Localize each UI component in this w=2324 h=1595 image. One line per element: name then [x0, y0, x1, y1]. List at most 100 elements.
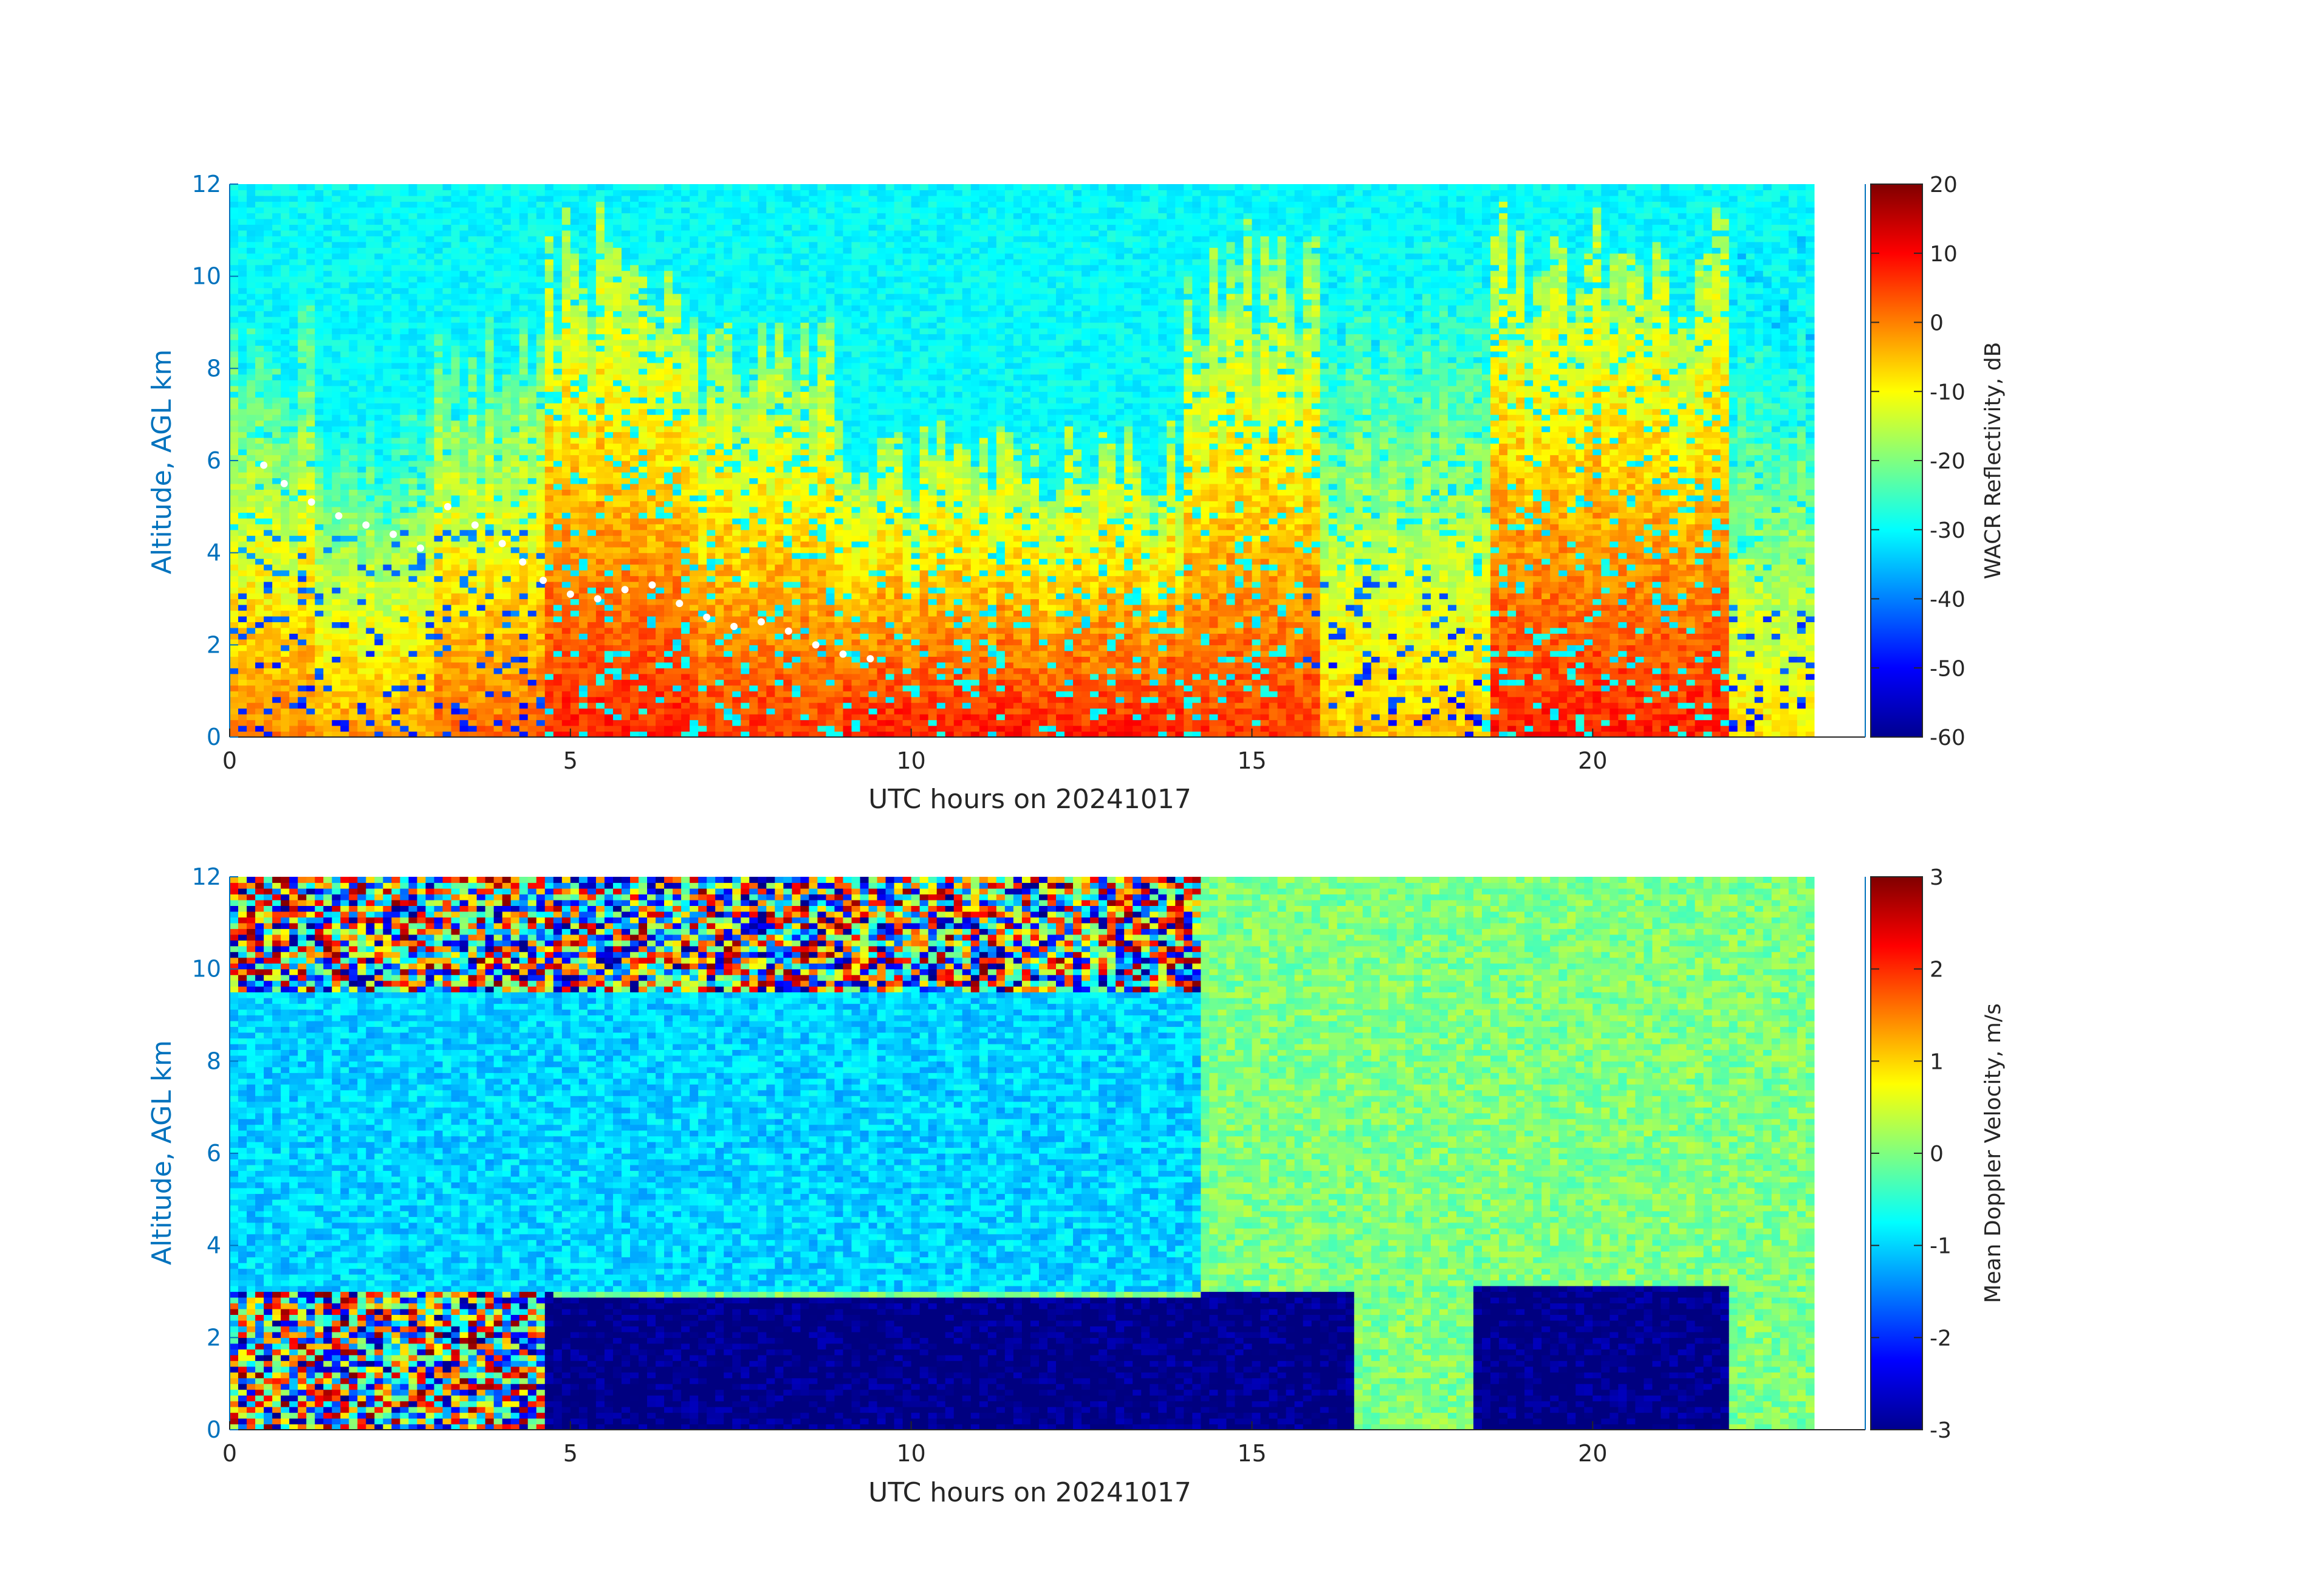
- heatmap-cell: [315, 293, 324, 300]
- heatmap-cell: [281, 357, 290, 363]
- heatmap-cell: [519, 236, 529, 242]
- heatmap-cell: [281, 184, 290, 190]
- heatmap-cell: [391, 478, 400, 484]
- heatmap-cell: [349, 374, 358, 380]
- heatmap-cell: [554, 639, 563, 645]
- heatmap-cell: [349, 230, 358, 236]
- heatmap-cell: [425, 184, 434, 190]
- heatmap-cell: [451, 305, 461, 311]
- heatmap-cell: [502, 645, 512, 651]
- heatmap-cell: [588, 581, 597, 588]
- heatmap-cell: [579, 691, 588, 697]
- heatmap-cell: [349, 293, 358, 300]
- heatmap-cell: [374, 691, 383, 697]
- heatmap-cell: [434, 219, 444, 225]
- heatmap-cell: [494, 351, 503, 357]
- heatmap-cell: [502, 374, 512, 380]
- heatmap-cell: [400, 489, 409, 495]
- heatmap-cell: [391, 628, 400, 634]
- heatmap-cell: [332, 702, 341, 708]
- heatmap-cell: [400, 219, 409, 225]
- heatmap-cell: [289, 207, 298, 213]
- heatmap-cell: [340, 484, 349, 490]
- heatmap-cell: [315, 340, 324, 346]
- heatmap-cell: [571, 610, 580, 616]
- heatmap-cell: [485, 391, 495, 397]
- heatmap-cell: [230, 697, 239, 703]
- heatmap-cell: [545, 317, 554, 323]
- heatmap-cell: [528, 196, 537, 202]
- heatmap-cell: [264, 530, 273, 536]
- heatmap-cell: [332, 484, 341, 490]
- heatmap-cell: [255, 691, 264, 697]
- heatmap-cell: [571, 668, 580, 674]
- heatmap-cell: [494, 651, 503, 657]
- heatmap-cell: [417, 426, 426, 432]
- heatmap-cell: [349, 512, 358, 518]
- heatmap-cell: [332, 651, 341, 657]
- heatmap-cell: [451, 259, 461, 265]
- heatmap-cell: [460, 674, 469, 680]
- heatmap-cell: [374, 576, 383, 582]
- heatmap-cell: [425, 593, 434, 599]
- heatmap-cell: [494, 656, 503, 662]
- heatmap-cell: [519, 576, 529, 582]
- heatmap-cell: [383, 351, 392, 357]
- heatmap-cell: [264, 616, 273, 622]
- heatmap-cell: [366, 213, 375, 219]
- heatmap-cell: [230, 386, 239, 392]
- heatmap-cell: [332, 397, 341, 403]
- heatmap-cell: [340, 207, 349, 213]
- heatmap-cell: [391, 437, 400, 444]
- heatmap-cell: [443, 300, 452, 306]
- heatmap-cell: [332, 570, 341, 576]
- heatmap-cell: [494, 420, 503, 427]
- heatmap-cell: [579, 351, 588, 357]
- heatmap-cell: [536, 622, 546, 628]
- heatmap-cell: [425, 656, 434, 662]
- heatmap-cell: [571, 679, 580, 685]
- heatmap-cell: [502, 414, 512, 420]
- heatmap-cell: [408, 484, 417, 490]
- heatmap-cell: [247, 276, 256, 283]
- heatmap-cell: [247, 691, 256, 697]
- heatmap-cell: [357, 714, 366, 720]
- heatmap-cell: [391, 702, 400, 708]
- heatmap-cell: [468, 541, 478, 547]
- heatmap-cell: [562, 380, 571, 386]
- heatmap-cell: [332, 449, 341, 455]
- heatmap-cell: [366, 697, 375, 703]
- heatmap-cell: [451, 702, 461, 708]
- heatmap-cell: [281, 501, 290, 507]
- heatmap-cell: [434, 616, 444, 622]
- heatmap-cell: [443, 628, 452, 634]
- heatmap-cell: [238, 328, 247, 334]
- heatmap-cell: [562, 478, 571, 484]
- heatmap-cell: [315, 242, 324, 248]
- heatmap-cell: [230, 328, 239, 334]
- heatmap-cell: [238, 553, 247, 559]
- heatmap-cell: [289, 605, 298, 611]
- heatmap-cell: [264, 535, 273, 541]
- heatmap-cell: [425, 282, 434, 288]
- heatmap-cell: [408, 553, 417, 559]
- heatmap-cell: [264, 501, 273, 507]
- heatmap-cell: [519, 270, 529, 276]
- heatmap-cell: [485, 541, 495, 547]
- heatmap-cell: [366, 639, 375, 645]
- heatmap-cell: [332, 414, 341, 420]
- heatmap-cell: [545, 484, 554, 490]
- heatmap-cell: [400, 691, 409, 697]
- heatmap-cell: [391, 564, 400, 571]
- heatmap-cell: [306, 662, 315, 668]
- heatmap-cell: [374, 368, 383, 374]
- heatmap-cell: [588, 478, 597, 484]
- heatmap-cell: [519, 293, 529, 300]
- heatmap-cell: [460, 530, 469, 536]
- heatmap-cell: [477, 495, 486, 501]
- heatmap-cell: [298, 570, 307, 576]
- heatmap-cell: [374, 420, 383, 427]
- heatmap-cell: [468, 725, 478, 732]
- heatmap-cell: [340, 639, 349, 645]
- heatmap-cell: [425, 455, 434, 461]
